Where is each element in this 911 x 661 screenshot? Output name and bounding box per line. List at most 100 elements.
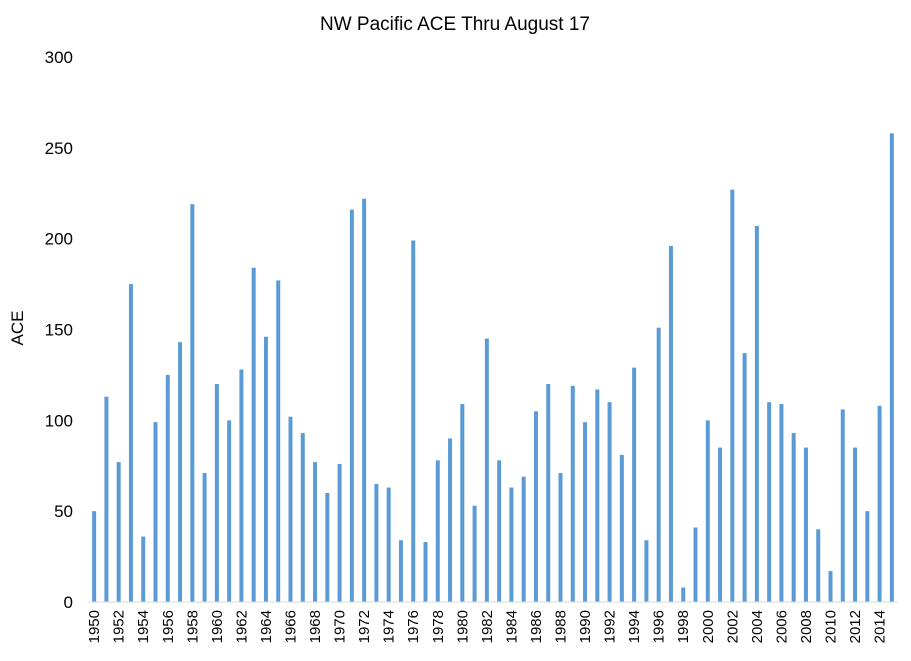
bar-2005 bbox=[767, 402, 772, 602]
bar-2000 bbox=[705, 420, 710, 602]
bar-1971 bbox=[349, 209, 354, 602]
x-tick-label: 1982 bbox=[479, 610, 496, 643]
bar-2007 bbox=[791, 433, 796, 602]
bar-2003 bbox=[742, 353, 747, 602]
y-tick-label: 100 bbox=[45, 411, 73, 430]
x-tick-label: 2014 bbox=[872, 610, 889, 643]
bar-1976 bbox=[411, 240, 416, 603]
bar-2015 bbox=[889, 133, 894, 603]
x-tick-label: 2008 bbox=[798, 610, 815, 643]
x-tick-label: 2010 bbox=[823, 610, 840, 643]
chart-title: NW Pacific ACE Thru August 17 bbox=[320, 14, 590, 35]
bar-1956 bbox=[165, 374, 170, 602]
bar-2001 bbox=[718, 447, 723, 602]
bar-1985 bbox=[521, 476, 526, 602]
x-tick-label: 1998 bbox=[675, 610, 692, 643]
bar-1955 bbox=[153, 422, 158, 602]
bar-1952 bbox=[116, 462, 121, 602]
bar-1979 bbox=[448, 438, 453, 602]
x-tick-label: 1980 bbox=[454, 610, 471, 643]
bar-1954 bbox=[141, 536, 146, 602]
bar-1997 bbox=[668, 245, 673, 602]
bar-1965 bbox=[276, 280, 281, 602]
x-tick-label: 1970 bbox=[332, 610, 349, 643]
bar-1981 bbox=[472, 505, 477, 602]
y-axis-label: ACE bbox=[8, 311, 27, 346]
bar-2004 bbox=[754, 225, 759, 602]
bar-2010 bbox=[828, 571, 833, 602]
bar-1999 bbox=[693, 527, 698, 602]
bar-1964 bbox=[263, 336, 268, 602]
bar-1993 bbox=[619, 454, 624, 602]
x-tick-label: 1994 bbox=[626, 610, 643, 643]
bar-2009 bbox=[816, 529, 821, 602]
bar-2013 bbox=[865, 511, 870, 602]
bar-1950 bbox=[92, 511, 97, 602]
bar-1983 bbox=[497, 460, 502, 602]
x-tick-label: 2000 bbox=[700, 610, 717, 643]
x-tick-label: 1952 bbox=[111, 610, 128, 643]
x-tick-label: 1964 bbox=[258, 610, 275, 643]
x-tick-label: 1972 bbox=[356, 610, 373, 643]
bar-1995 bbox=[644, 540, 649, 602]
x-tick-label: 2002 bbox=[724, 610, 741, 643]
bar-1953 bbox=[128, 284, 133, 602]
y-tick-label: 0 bbox=[64, 593, 73, 612]
bar-1980 bbox=[460, 403, 465, 602]
bars-group bbox=[92, 133, 894, 603]
bar-1969 bbox=[325, 493, 330, 602]
x-tick-label: 2004 bbox=[749, 610, 766, 643]
x-tick-label: 1976 bbox=[405, 610, 422, 643]
bar-1958 bbox=[190, 204, 195, 602]
x-tick-label: 1984 bbox=[503, 610, 520, 643]
y-tick-label: 50 bbox=[54, 502, 73, 521]
x-tick-label: 1966 bbox=[283, 610, 300, 643]
x-axis-ticks: 1950 1952 1954 1956 1958 1960 1962 1964 1966 1968… bbox=[86, 610, 888, 643]
x-tick-label: 1986 bbox=[528, 610, 545, 643]
bar-1978 bbox=[435, 460, 440, 602]
x-tick-label: 1954 bbox=[135, 610, 152, 643]
x-tick-label: 1956 bbox=[160, 610, 177, 643]
bar-1975 bbox=[398, 540, 403, 602]
bar-1987 bbox=[546, 384, 551, 602]
bar-1961 bbox=[227, 420, 232, 602]
x-tick-label: 1978 bbox=[430, 610, 447, 643]
bar-1984 bbox=[509, 487, 514, 602]
bar-1988 bbox=[558, 473, 563, 602]
y-axis-ticks: 0 50 100 150 200 250 300 bbox=[45, 48, 73, 612]
bar-1992 bbox=[607, 402, 612, 602]
x-tick-label: 1960 bbox=[209, 610, 226, 643]
y-tick-label: 150 bbox=[45, 321, 73, 340]
x-tick-label: 1974 bbox=[381, 610, 398, 643]
bar-1974 bbox=[386, 487, 391, 602]
bar-1967 bbox=[300, 433, 305, 602]
bar-1991 bbox=[595, 389, 600, 602]
bar-1966 bbox=[288, 416, 293, 602]
bar-1972 bbox=[362, 198, 367, 602]
bar-2014 bbox=[877, 405, 882, 602]
x-tick-label: 1992 bbox=[602, 610, 619, 643]
x-tick-label: 2012 bbox=[847, 610, 864, 643]
x-tick-label: 1950 bbox=[86, 610, 103, 643]
x-tick-label: 1988 bbox=[553, 610, 570, 643]
bar-2012 bbox=[853, 447, 858, 602]
x-tick-label: 1968 bbox=[307, 610, 324, 643]
bar-1989 bbox=[570, 385, 575, 602]
bar-1957 bbox=[178, 342, 183, 602]
bar-1982 bbox=[484, 338, 489, 602]
bar-1996 bbox=[656, 327, 661, 602]
bar-1960 bbox=[214, 384, 219, 602]
bar-1963 bbox=[251, 267, 256, 602]
bar-1970 bbox=[337, 463, 342, 602]
y-tick-label: 250 bbox=[45, 139, 73, 158]
bar-1973 bbox=[374, 483, 379, 602]
y-tick-label: 300 bbox=[45, 48, 73, 67]
y-tick-label: 200 bbox=[45, 230, 73, 249]
bar-1998 bbox=[681, 587, 686, 602]
bar-1994 bbox=[632, 367, 637, 602]
bar-2006 bbox=[779, 403, 784, 602]
x-tick-label: 1958 bbox=[184, 610, 201, 643]
x-tick-label: 1996 bbox=[651, 610, 668, 643]
x-tick-label: 2006 bbox=[773, 610, 790, 643]
bar-2011 bbox=[840, 409, 845, 602]
